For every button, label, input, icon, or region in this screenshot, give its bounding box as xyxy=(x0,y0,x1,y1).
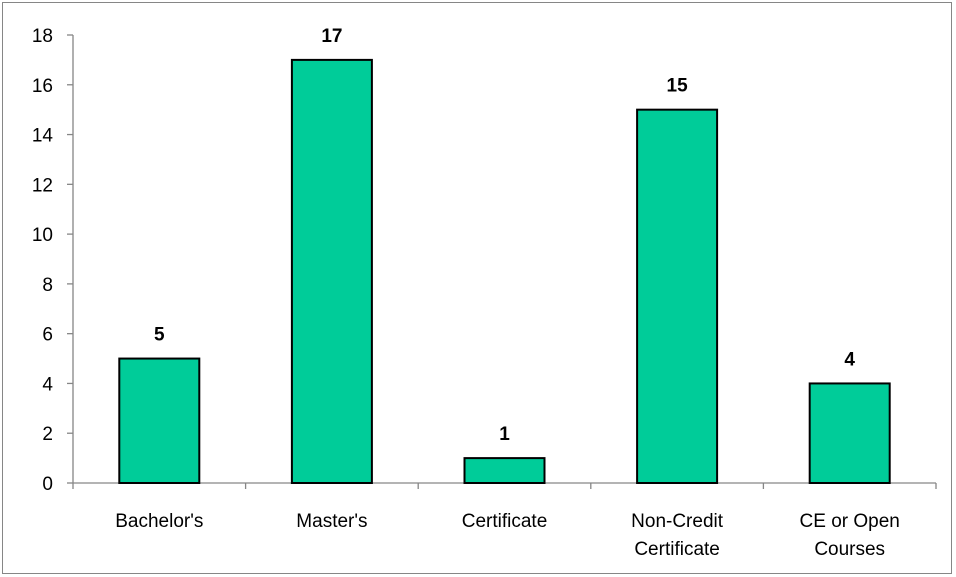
data-label: 1 xyxy=(499,424,510,445)
data-label: 17 xyxy=(321,26,342,47)
data-label: 5 xyxy=(154,325,165,346)
x-category-label: Certificate xyxy=(462,511,548,532)
y-tick-label: 18 xyxy=(32,26,53,47)
chart-axes xyxy=(72,35,937,489)
y-axis-ticks: 0 2 4 6 8 10 12 14 16 18 xyxy=(32,26,73,495)
x-category-label: Courses xyxy=(814,539,885,560)
y-tick-label: 2 xyxy=(42,424,53,445)
x-category-label: Non-Credit xyxy=(631,511,724,532)
y-tick-label: 14 xyxy=(32,126,54,147)
y-tick-label: 10 xyxy=(32,225,53,246)
y-tick-label: 6 xyxy=(42,325,53,346)
x-category-label: CE or Open xyxy=(800,511,900,532)
y-tick-label: 0 xyxy=(42,474,53,495)
bar xyxy=(290,58,373,485)
y-tick-label: 4 xyxy=(42,374,53,395)
bar xyxy=(808,382,891,485)
bar-series xyxy=(118,58,891,485)
x-category-label: Master's xyxy=(296,511,367,532)
data-labels: 5 17 1 15 4 xyxy=(154,26,855,445)
x-axis-labels: Bachelor's Master's Certificate Non-Credit C… xyxy=(115,511,900,560)
data-label: 4 xyxy=(844,349,855,370)
bar xyxy=(636,108,719,485)
y-tick-label: 12 xyxy=(32,175,53,196)
bar xyxy=(118,357,201,484)
x-category-label: Certificate xyxy=(634,539,720,560)
y-tick-label: 16 xyxy=(32,76,53,97)
bar xyxy=(463,457,546,485)
y-tick-label: 8 xyxy=(42,275,53,296)
x-category-label: Bachelor's xyxy=(115,511,203,532)
data-label: 15 xyxy=(667,76,689,97)
